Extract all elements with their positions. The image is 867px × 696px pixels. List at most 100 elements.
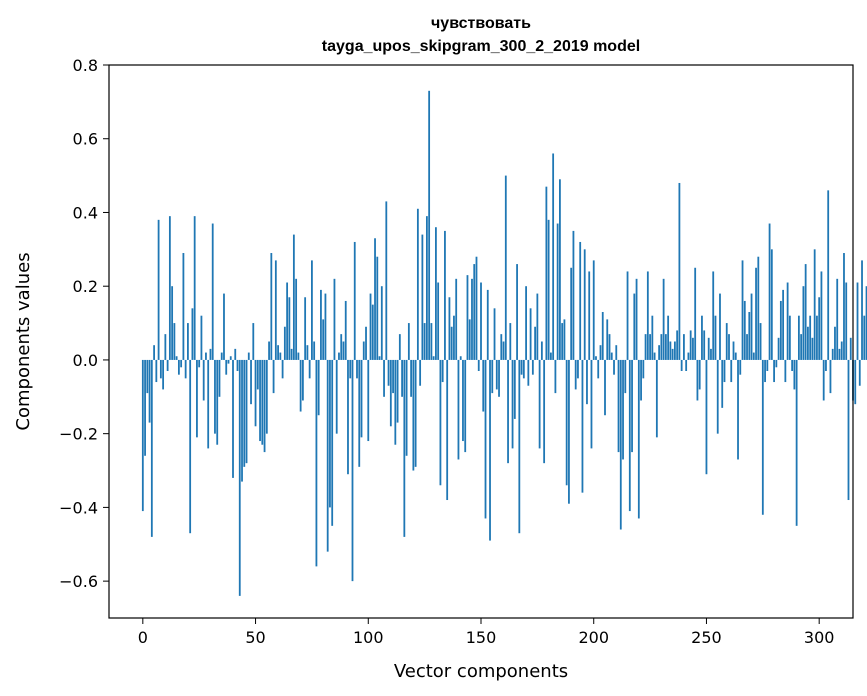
bar-50 [254,359,257,427]
bar-319 [861,260,863,360]
bar-28 [205,352,207,360]
bar-127 [428,90,431,360]
bar-291 [797,315,800,360]
bar-55 [265,359,268,434]
bar-69 [297,352,300,360]
bar-23 [193,216,196,360]
bar-297 [811,337,814,360]
bar-195 [581,359,584,493]
bar-38 [227,359,230,364]
bar-266 [741,260,744,360]
bar-309 [838,348,841,360]
bar-252 [710,348,712,360]
bar-200 [592,260,595,360]
bar-102 [371,304,374,360]
bar-261 [730,359,733,383]
bar-175 [536,293,539,360]
bar-8 [159,359,162,379]
bar-269 [748,312,751,360]
bar-268 [746,334,748,360]
bar-45 [243,359,246,467]
bar-306 [831,348,834,360]
bar-211 [617,359,620,453]
bar-147 [473,264,476,360]
bar-1 [144,359,146,456]
bar-18 [182,253,185,360]
bar-53 [261,359,264,445]
bar-133 [441,359,444,383]
x-axis-label: Vector components [394,661,568,682]
bar-180 [547,219,550,360]
bar-60 [277,345,279,360]
bar-151 [482,359,485,412]
bar-293 [802,286,805,360]
x-tick-label: 150 [466,628,497,647]
bar-77 [315,359,318,567]
bar-20 [187,323,189,360]
bar-229 [658,345,661,360]
bar-96 [358,359,361,467]
x-tick-label: 50 [245,628,265,647]
bar-46 [245,359,248,464]
bar-134 [444,230,446,360]
bar-155 [491,359,494,394]
bar-277 [766,359,769,371]
bar-199 [590,359,593,449]
bar-82 [326,359,329,552]
bar-75 [311,260,313,360]
bar-12 [168,216,171,360]
bar-196 [583,249,586,360]
bar-31 [211,223,214,360]
bar-64 [286,282,289,360]
bar-73 [306,345,309,360]
x-tick-label: 100 [353,628,384,647]
bar-312 [845,282,848,360]
bar-5 [153,345,155,360]
bar-283 [779,300,782,360]
bar-273 [757,256,760,360]
bar-105 [378,356,381,360]
bar-126 [425,216,428,360]
bar-278 [768,223,771,360]
bar-258 [723,359,726,383]
bar-98 [362,341,365,360]
bar-276 [764,359,766,383]
bar-120 [412,359,415,471]
bar-260 [728,334,730,360]
bar-10 [164,334,167,360]
y-axis-ticks: −0.6 −0.4 −0.2 0.0 0.2 0.4 0.6 0.8 [59,56,109,591]
bar-190 [570,267,573,360]
bar-41 [234,348,237,360]
bar-51 [256,359,259,390]
bar-68 [295,278,298,360]
bar-186 [561,323,564,360]
bar-219 [635,278,638,360]
bar-225 [649,334,651,360]
y-tick-label: −0.4 [59,498,98,517]
bar-282 [777,337,780,360]
bar-287 [788,315,791,360]
bar-34 [218,359,221,397]
bar-25 [198,359,201,368]
bar-194 [579,241,582,360]
bar-245 [694,267,697,360]
bar-9 [162,359,165,390]
y-tick-label: −0.6 [59,572,98,591]
bar-33 [216,359,219,445]
bar-171 [527,359,530,386]
y-tick-label: 0.4 [73,203,98,222]
bar-94 [353,241,356,360]
bar-314 [849,337,852,360]
bar-43 [238,359,241,596]
bar-227 [653,352,656,360]
bar-188 [565,359,568,486]
bar-241 [685,359,688,371]
bar-320 [863,315,866,360]
bar-56 [268,341,270,360]
bar-61 [279,352,282,360]
bar-143 [464,359,467,453]
bar-296 [809,315,812,360]
bar-222 [642,359,645,379]
bar-30 [209,348,212,360]
bar-11 [166,359,169,371]
